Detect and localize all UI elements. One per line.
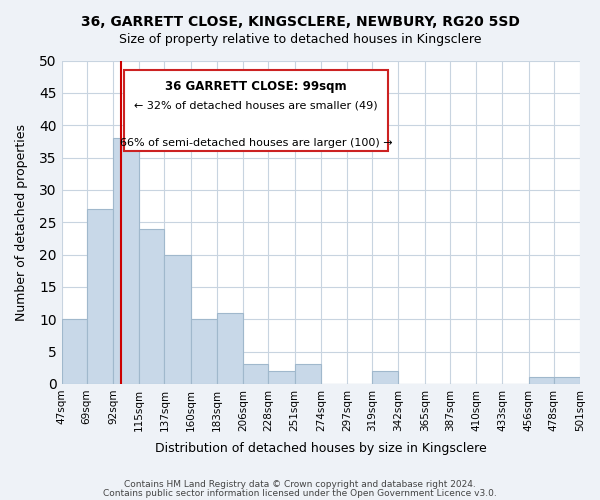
Bar [268, 371, 295, 384]
Bar [529, 378, 554, 384]
FancyBboxPatch shape [124, 70, 388, 151]
Bar [62, 319, 87, 384]
Bar [372, 371, 398, 384]
Bar [217, 313, 243, 384]
Bar [191, 319, 217, 384]
Bar [113, 138, 139, 384]
Bar [164, 254, 191, 384]
Text: ← 32% of detached houses are smaller (49): ← 32% of detached houses are smaller (49… [134, 101, 378, 111]
Bar [139, 228, 164, 384]
Text: 36, GARRETT CLOSE, KINGSCLERE, NEWBURY, RG20 5SD: 36, GARRETT CLOSE, KINGSCLERE, NEWBURY, … [80, 15, 520, 29]
Y-axis label: Number of detached properties: Number of detached properties [15, 124, 28, 320]
Text: Contains HM Land Registry data © Crown copyright and database right 2024.: Contains HM Land Registry data © Crown c… [124, 480, 476, 489]
X-axis label: Distribution of detached houses by size in Kingsclere: Distribution of detached houses by size … [155, 442, 487, 455]
Text: Size of property relative to detached houses in Kingsclere: Size of property relative to detached ho… [119, 32, 481, 46]
Text: 66% of semi-detached houses are larger (100) →: 66% of semi-detached houses are larger (… [119, 138, 392, 148]
Bar [243, 364, 268, 384]
Text: Contains public sector information licensed under the Open Government Licence v3: Contains public sector information licen… [103, 489, 497, 498]
Bar [295, 364, 321, 384]
Bar [554, 378, 580, 384]
Bar [87, 210, 113, 384]
Text: 36 GARRETT CLOSE: 99sqm: 36 GARRETT CLOSE: 99sqm [165, 80, 347, 93]
